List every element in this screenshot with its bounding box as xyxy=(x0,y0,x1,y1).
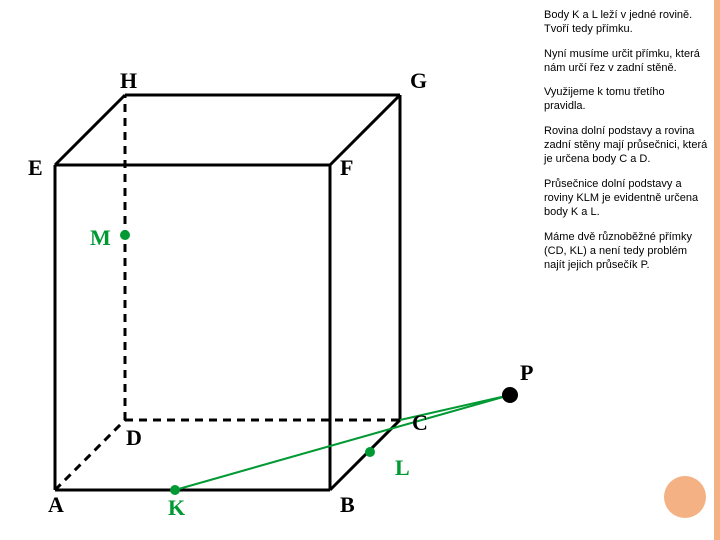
point-K xyxy=(170,485,180,495)
paragraph: Využijeme k tomu třetího pravidla. xyxy=(544,85,708,114)
edge-E-H xyxy=(55,95,125,165)
label-F: F xyxy=(340,155,353,180)
paragraph: Rovina dolní podstavy a rovina zadní stě… xyxy=(544,124,708,167)
paragraph: Průsečnice dolní podstavy a roviny KLM j… xyxy=(544,177,708,220)
point-M xyxy=(120,230,130,240)
label-D: D xyxy=(126,425,142,450)
label-P: P xyxy=(520,360,533,385)
paragraph: Máme dvě různoběžné přímky (CD, KL) a ne… xyxy=(544,230,708,273)
label-G: G xyxy=(410,68,427,93)
cube-diagram: A B C D E F G H M K L P xyxy=(0,0,540,540)
label-K: K xyxy=(168,495,185,520)
point-L xyxy=(365,447,375,457)
label-M: M xyxy=(90,225,111,250)
edge-A-D xyxy=(55,420,125,490)
point-P xyxy=(502,387,518,403)
paragraph: Nyní musíme určit přímku, která nám určí… xyxy=(544,47,708,76)
decor-strip xyxy=(714,0,720,540)
decor-circle xyxy=(664,476,706,518)
explanation-text: Body K a L leží v jedné rovině. Tvoří te… xyxy=(540,0,720,540)
label-L: L xyxy=(395,455,410,480)
label-H: H xyxy=(120,68,137,93)
edge-B-C xyxy=(330,420,400,490)
label-E: E xyxy=(28,155,43,180)
paragraph: Body K a L leží v jedné rovině. Tvoří te… xyxy=(544,8,708,37)
label-C: C xyxy=(412,410,428,435)
label-B: B xyxy=(340,492,355,517)
label-A: A xyxy=(48,492,64,517)
